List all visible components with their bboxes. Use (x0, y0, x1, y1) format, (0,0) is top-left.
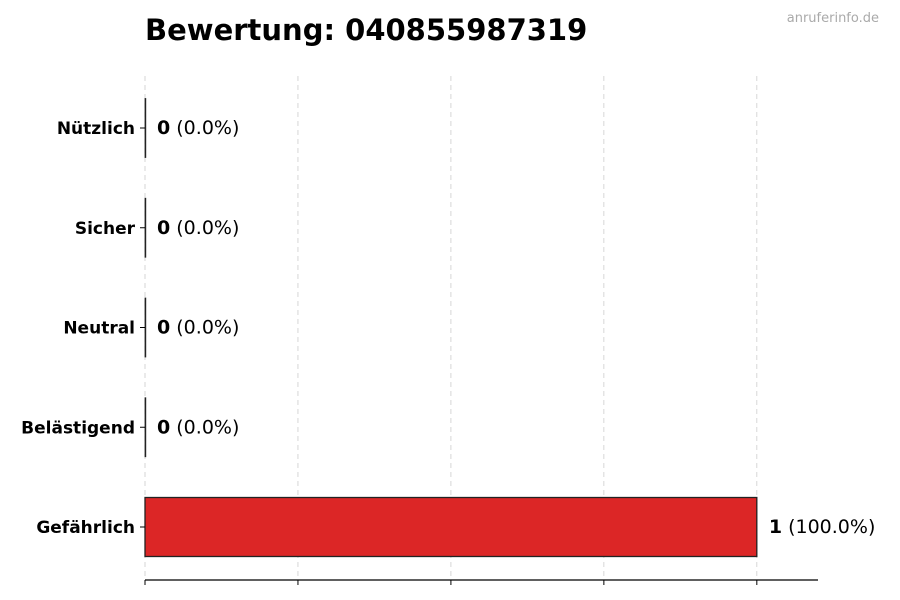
value-count: 0 (157, 416, 170, 438)
value-label: 1 (100.0%) (769, 516, 876, 538)
bar (144, 297, 147, 358)
value-count: 1 (769, 516, 782, 538)
bar (144, 98, 147, 158)
value-count: 0 (157, 217, 170, 239)
category-label: Nützlich (57, 119, 135, 139)
bar (144, 496, 758, 558)
value-percent: (0.0%) (170, 317, 239, 339)
value-percent: (0.0%) (170, 217, 239, 239)
category-label: Belästigend (21, 418, 135, 438)
category-label: Gefährlich (36, 518, 135, 538)
value-percent: (100.0%) (782, 516, 875, 538)
value-count: 0 (157, 117, 170, 139)
bar (144, 397, 147, 458)
chart-title: Bewertung: 040855987319 (145, 13, 587, 47)
value-label: 0 (0.0%) (157, 217, 239, 239)
category-label: Neutral (63, 319, 135, 339)
value-label: 0 (0.0%) (157, 117, 239, 139)
watermark: anruferinfo.de (787, 11, 879, 26)
value-count: 0 (157, 317, 170, 339)
value-label: 0 (0.0%) (157, 317, 239, 339)
category-label: Sicher (75, 219, 136, 239)
value-percent: (0.0%) (170, 117, 239, 139)
value-label: 0 (0.0%) (157, 416, 239, 438)
value-percent: (0.0%) (170, 416, 239, 438)
bar (144, 197, 147, 258)
